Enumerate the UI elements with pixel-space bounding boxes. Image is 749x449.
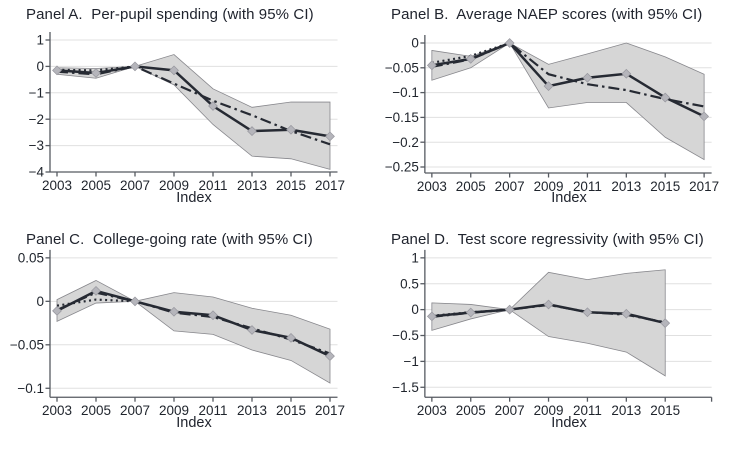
svg-text:2005: 2005 — [456, 179, 486, 194]
svg-text:−0.05: −0.05 — [385, 60, 419, 75]
svg-text:2009: 2009 — [534, 179, 564, 194]
svg-text:0.5: 0.5 — [400, 276, 419, 291]
svg-text:2017: 2017 — [689, 179, 719, 194]
svg-text:2003: 2003 — [42, 178, 72, 193]
svg-text:2013: 2013 — [611, 179, 641, 194]
svg-text:−4: −4 — [29, 165, 45, 180]
svg-text:1: 1 — [411, 250, 418, 265]
panel-b-plot: 0 −0.05 −0.1 −0.15 −0.2 −0.25 2003 2005 2007 2009… — [385, 35, 719, 194]
svg-text:2015: 2015 — [650, 179, 680, 194]
svg-text:2005: 2005 — [81, 178, 111, 193]
svg-text:2007: 2007 — [120, 403, 150, 418]
svg-text:2017: 2017 — [315, 403, 345, 418]
svg-text:2011: 2011 — [198, 178, 227, 193]
svg-text:−0.2: −0.2 — [392, 135, 419, 150]
panel-a-title: Panel A. Per-pupil spending (with 95% CI… — [26, 6, 314, 23]
panel-c-title: Panel C. College-going rate (with 95% CI… — [26, 231, 313, 248]
svg-text:−2: −2 — [29, 112, 44, 127]
svg-text:−3: −3 — [29, 138, 44, 153]
svg-text:−1: −1 — [404, 354, 419, 369]
panel-a-xaxis-label: Index — [176, 190, 212, 206]
panel-c-xaxis-label: Index — [176, 415, 212, 431]
panel-d-title: Panel D. Test score regressivity (with 9… — [391, 231, 704, 248]
svg-text:2009: 2009 — [159, 403, 189, 418]
svg-text:0: 0 — [36, 294, 44, 309]
svg-text:2013: 2013 — [237, 178, 267, 193]
svg-text:−0.5: −0.5 — [392, 328, 419, 343]
svg-text:−0.15: −0.15 — [385, 110, 419, 125]
svg-text:−0.1: −0.1 — [392, 85, 419, 100]
svg-text:2003: 2003 — [417, 403, 447, 418]
svg-text:0: 0 — [36, 59, 44, 74]
svg-text:2009: 2009 — [159, 178, 189, 193]
svg-text:2011: 2011 — [573, 403, 602, 418]
panel-d-xaxis-label: Index — [551, 415, 587, 431]
panel-d-plot: 1 0.5 0 −0.5 −1 −1.5 2003 2005 2007 2009 2011 2013 2… — [392, 249, 713, 418]
svg-text:2011: 2011 — [198, 403, 227, 418]
svg-text:2015: 2015 — [276, 403, 306, 418]
svg-text:−0.1: −0.1 — [17, 381, 44, 396]
svg-text:2007: 2007 — [120, 178, 150, 193]
svg-text:2015: 2015 — [650, 403, 680, 418]
panel-a: Panel A. Per-pupil spending (with 95% CI… — [0, 0, 375, 225]
svg-text:2007: 2007 — [495, 179, 525, 194]
panel-b-xaxis-label: Index — [551, 190, 587, 206]
panel-c: Panel C. College-going rate (with 95% CI… — [0, 225, 375, 449]
svg-text:0: 0 — [411, 36, 418, 51]
panel-b: Panel B. Average NAEP scores (with 95% C… — [375, 0, 749, 225]
svg-text:1: 1 — [36, 33, 44, 48]
svg-text:2011: 2011 — [573, 179, 602, 194]
svg-text:−0.05: −0.05 — [10, 337, 44, 352]
svg-text:0.05: 0.05 — [18, 250, 44, 265]
svg-text:−1: −1 — [29, 85, 44, 100]
svg-text:2005: 2005 — [81, 403, 111, 418]
svg-text:2013: 2013 — [611, 403, 641, 418]
svg-text:2007: 2007 — [495, 403, 525, 418]
panel-b-title: Panel B. Average NAEP scores (with 95% C… — [391, 6, 703, 23]
svg-text:2003: 2003 — [42, 403, 72, 418]
panel-d: Panel D. Test score regressivity (with 9… — [375, 225, 749, 449]
svg-text:0: 0 — [411, 302, 418, 317]
svg-text:2013: 2013 — [237, 403, 267, 418]
svg-text:2005: 2005 — [456, 403, 486, 418]
svg-text:2017: 2017 — [315, 178, 345, 193]
svg-text:−0.25: −0.25 — [385, 160, 419, 175]
svg-text:2009: 2009 — [534, 403, 564, 418]
panel-c-plot: 0.05 0 −0.05 −0.1 2003 2005 2007 2009 2011 2013 20… — [10, 249, 345, 418]
svg-text:2015: 2015 — [276, 178, 306, 193]
svg-text:2003: 2003 — [417, 179, 447, 194]
svg-text:−1.5: −1.5 — [392, 380, 419, 395]
